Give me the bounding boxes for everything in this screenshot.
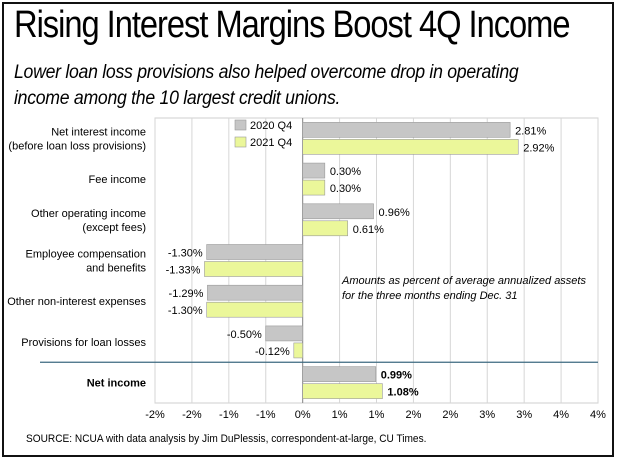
category-label: (except fees) (82, 222, 146, 234)
bar-2021-q4 (293, 342, 303, 359)
data-label: 0.99% (381, 370, 412, 382)
x-tick-label: 2% (442, 409, 458, 421)
x-tick-label: -1% (256, 409, 276, 421)
x-tick-label: 3% (479, 409, 495, 421)
bar-2020-q4 (207, 284, 303, 301)
data-label: 0.61% (353, 224, 384, 236)
legend-swatch (234, 119, 247, 131)
legend-label: 2021 Q4 (250, 137, 292, 149)
x-tick-label: 2% (405, 409, 421, 421)
data-label: 0.30% (330, 166, 361, 178)
data-label: -0.12% (255, 346, 290, 358)
x-tick-label: 1% (332, 409, 348, 421)
bar-2021-q4 (302, 139, 519, 155)
bar-2020-q4 (302, 203, 374, 220)
x-tick-label: 3% (516, 409, 532, 421)
legend-swatch (234, 136, 247, 148)
chart-title: Rising Interest Margins Boost 4Q Income (14, 4, 571, 46)
chart-frame (2, 2, 614, 457)
bar-2020-q4 (302, 122, 511, 138)
chart-annotation: for the three months ending Dec. 31 (342, 290, 518, 302)
bar-2020-q4 (302, 366, 377, 382)
bar-2021-q4 (302, 179, 326, 196)
category-label: Fee income (89, 174, 146, 186)
bar-2020-q4 (302, 162, 326, 179)
legend-label: 2020 Q4 (250, 120, 292, 132)
x-tick-label: 0% (295, 409, 311, 421)
category-label: Other operating income (31, 208, 146, 220)
data-label: -1.29% (169, 288, 204, 300)
chart-annotation: Amounts as percent of average annualized… (341, 275, 586, 287)
category-label: (before loan loss provisions) (8, 140, 146, 152)
data-label: -1.33% (166, 265, 201, 277)
data-label: 0.30% (330, 183, 361, 195)
data-label: 2.81% (515, 125, 546, 137)
x-tick-label: -2% (145, 409, 165, 421)
data-label: 2.92% (523, 142, 554, 154)
bar-2021-q4 (204, 261, 303, 277)
bar-2021-q4 (206, 301, 303, 318)
category-label: Employee compensation (26, 249, 146, 261)
bar-2020-q4 (206, 244, 303, 260)
category-label: Provisions for loan losses (21, 337, 146, 349)
category-label: Net interest income (51, 126, 146, 138)
category-label: and benefits (86, 263, 146, 275)
source-note: SOURCE: NCUA with data analysis by Jim D… (26, 433, 427, 445)
x-tick-label: 4% (590, 409, 606, 421)
data-label: -1.30% (168, 248, 203, 260)
bar-2020-q4 (265, 325, 303, 342)
category-label: Other non-interest expenses (7, 296, 146, 308)
x-tick-label: -2% (182, 409, 202, 421)
bar-2021-q4 (302, 383, 383, 399)
x-tick-label: 4% (553, 409, 569, 421)
chart-subtitle: Lower loan loss provisions also helped o… (14, 62, 519, 109)
data-label: 1.08% (387, 387, 418, 399)
data-label: -1.30% (168, 305, 203, 317)
x-tick-label: -1% (219, 409, 239, 421)
category-label: Net income (87, 378, 146, 390)
data-label: 0.96% (379, 207, 410, 219)
x-tick-label: 1% (369, 409, 385, 421)
bar-2021-q4 (302, 220, 349, 237)
data-label: -0.50% (227, 329, 262, 341)
